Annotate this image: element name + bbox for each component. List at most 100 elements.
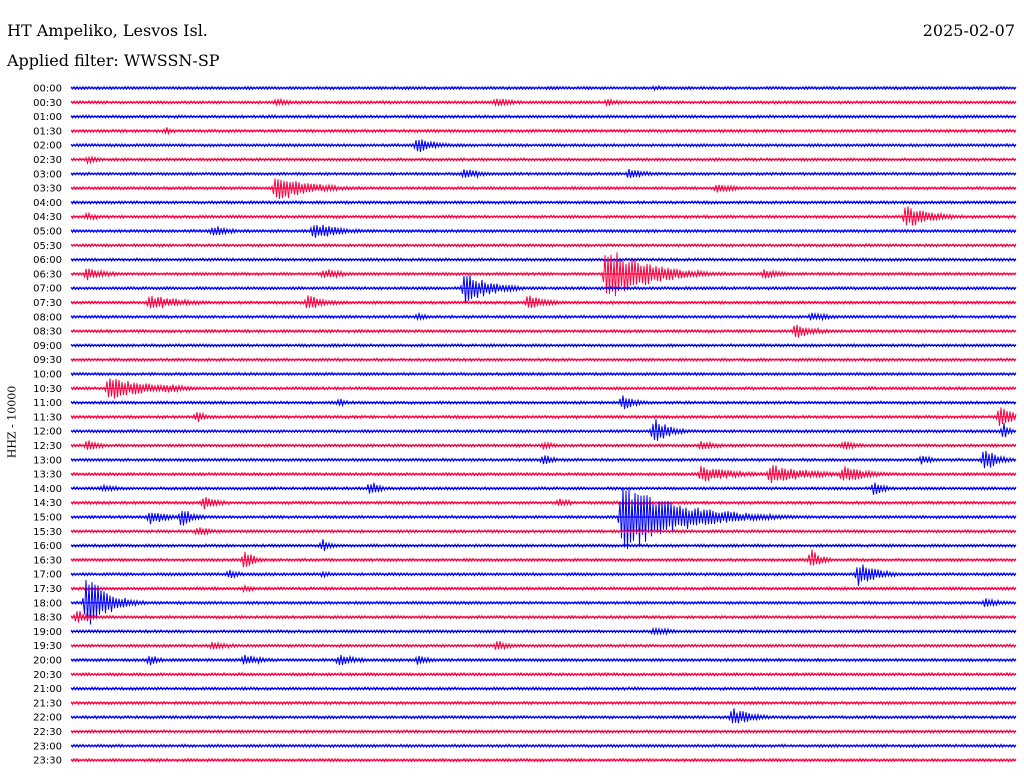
trace-line xyxy=(70,579,1017,625)
time-tick-label: 07:00 xyxy=(33,284,62,295)
time-tick-label: 23:00 xyxy=(33,741,62,752)
trace-line xyxy=(70,539,1017,552)
trace-line xyxy=(70,311,1017,322)
time-tick-label: 12:30 xyxy=(33,441,62,452)
trace-line xyxy=(70,252,1017,297)
time-tick-label: 00:00 xyxy=(33,84,62,95)
trace-line xyxy=(70,139,1017,152)
trace-line xyxy=(70,482,1017,495)
time-tick-label: 01:00 xyxy=(33,112,62,123)
time-tick-label: 14:30 xyxy=(33,498,62,509)
trace-line xyxy=(70,84,1017,92)
trace-line xyxy=(70,127,1017,136)
time-tick-label: 00:30 xyxy=(33,98,62,109)
time-tick-label: 02:00 xyxy=(33,141,62,152)
time-tick-label: 09:00 xyxy=(33,341,62,352)
time-tick-label: 06:00 xyxy=(33,255,62,266)
trace-line xyxy=(70,256,1017,263)
time-tick-label: 20:00 xyxy=(33,656,62,667)
time-tick-labels: 00:00 00:30 01:00 01:30 02:00 02:30 03:00 03:30… xyxy=(33,84,62,767)
trace-line xyxy=(70,178,1017,200)
trace-line xyxy=(70,440,1017,451)
trace-line xyxy=(70,275,1017,303)
trace-line xyxy=(70,564,1017,586)
trace-line xyxy=(70,757,1017,763)
trace-line xyxy=(70,610,1017,623)
trace-line xyxy=(70,357,1017,363)
time-tick-label: 17:00 xyxy=(33,570,62,581)
time-tick-label: 04:00 xyxy=(33,198,62,209)
trace-line xyxy=(70,743,1017,749)
station-title: HT Ampeliko, Lesvos Isl. xyxy=(7,21,208,40)
time-tick-label: 17:30 xyxy=(33,584,62,595)
time-tick-label: 11:30 xyxy=(33,412,62,423)
time-tick-label: 16:00 xyxy=(33,541,62,552)
trace-line xyxy=(70,199,1017,206)
trace-line xyxy=(70,654,1017,666)
time-tick-label: 21:30 xyxy=(33,698,62,709)
trace-line xyxy=(70,224,1017,238)
trace-line xyxy=(70,700,1017,706)
time-tick-label: 05:00 xyxy=(33,227,62,238)
trace-line xyxy=(70,342,1017,349)
time-tick-label: 20:30 xyxy=(33,670,62,681)
time-tick-label: 11:00 xyxy=(33,398,62,409)
time-tick-label: 15:30 xyxy=(33,527,62,538)
trace-line xyxy=(70,371,1017,377)
trace-line xyxy=(70,686,1017,692)
time-tick-label: 10:30 xyxy=(33,384,62,395)
trace-line xyxy=(70,295,1017,309)
trace-line xyxy=(70,671,1017,677)
time-tick-label: 14:00 xyxy=(33,484,62,495)
trace-line xyxy=(70,708,1017,724)
time-tick-label: 19:30 xyxy=(33,641,62,652)
trace-line xyxy=(70,496,1017,510)
trace-line xyxy=(70,114,1017,120)
trace-line xyxy=(70,640,1017,651)
time-tick-label: 02:30 xyxy=(33,155,62,166)
trace-line xyxy=(70,324,1017,338)
time-tick-label: 09:30 xyxy=(33,355,62,366)
trace-line xyxy=(70,395,1017,410)
time-tick-label: 15:00 xyxy=(33,513,62,524)
trace-line xyxy=(70,583,1017,594)
trace-line xyxy=(70,154,1017,166)
time-tick-label: 23:30 xyxy=(33,756,62,767)
time-tick-label: 03:00 xyxy=(33,169,62,180)
time-tick-label: 16:30 xyxy=(33,555,62,566)
trace-line xyxy=(70,419,1017,441)
trace-line xyxy=(70,168,1017,179)
time-tick-label: 08:00 xyxy=(33,312,62,323)
time-tick-label: 13:00 xyxy=(33,455,62,466)
time-tick-label: 01:30 xyxy=(33,126,62,137)
date-label: 2025-02-07 xyxy=(922,21,1015,40)
time-tick-label: 04:30 xyxy=(33,212,62,223)
time-tick-label: 05:30 xyxy=(33,241,62,252)
trace-line xyxy=(70,378,1017,399)
time-tick-label: 18:30 xyxy=(33,613,62,624)
trace-line xyxy=(70,527,1017,536)
trace-line xyxy=(70,488,1017,550)
time-tick-label: 21:00 xyxy=(33,684,62,695)
trace-line xyxy=(70,465,1017,483)
time-tick-label: 12:00 xyxy=(33,427,62,438)
time-tick-label: 03:30 xyxy=(33,184,62,195)
trace-line xyxy=(70,206,1017,226)
time-tick-label: 08:30 xyxy=(33,327,62,338)
trace-group xyxy=(70,84,1017,763)
time-tick-label: 07:30 xyxy=(33,298,62,309)
filter-label: Applied filter: WWSSN-SP xyxy=(7,51,220,70)
time-tick-label: 06:30 xyxy=(33,269,62,280)
trace-line xyxy=(70,407,1017,426)
time-tick-label: 22:00 xyxy=(33,713,62,724)
trace-line xyxy=(70,549,1017,568)
trace-line xyxy=(70,97,1017,108)
time-tick-label: 22:30 xyxy=(33,727,62,738)
time-tick-label: 13:30 xyxy=(33,470,62,481)
trace-line xyxy=(70,626,1017,636)
trace-line xyxy=(70,242,1017,248)
trace-line xyxy=(70,450,1017,469)
trace-line xyxy=(70,728,1017,735)
time-tick-label: 18:00 xyxy=(33,598,62,609)
